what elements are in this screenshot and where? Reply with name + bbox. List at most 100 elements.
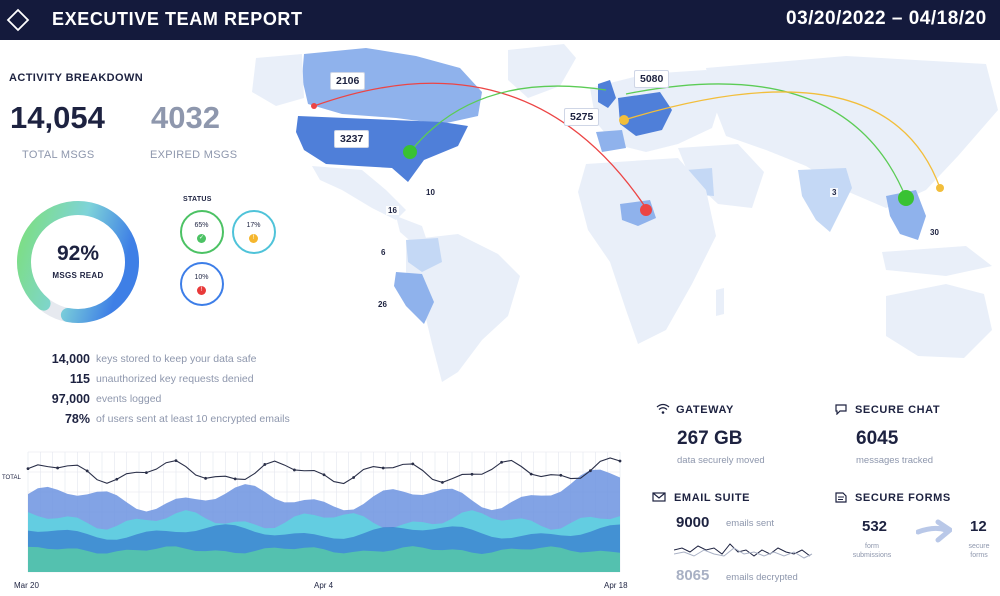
- status-circle-65[interactable]: 65% ✓: [180, 210, 224, 254]
- stream-layer-3: [28, 546, 620, 572]
- chat-bubble-icon: [835, 404, 847, 415]
- envelope-icon: [652, 492, 666, 502]
- total-line-point: [441, 481, 444, 484]
- map-label-europe[interactable]: 5275: [564, 108, 600, 126]
- total-line-point: [411, 462, 415, 466]
- map-region-australia[interactable]: [886, 284, 992, 358]
- route-arc-yellow: [623, 91, 941, 189]
- route-arc-red: [313, 82, 647, 209]
- map-region-indonesia[interactable]: [882, 246, 992, 276]
- date-range-selector[interactable]: 03/20/2022 – 04/18/20: [786, 8, 987, 29]
- gauge-label: MSGS READ: [52, 271, 104, 280]
- route-point-green-asia[interactable]: [898, 190, 914, 206]
- route-point-red[interactable]: [640, 204, 652, 216]
- world-map[interactable]: 2106 3237 5080 5275 10 16 6 26 3 30: [246, 40, 1000, 386]
- route-point-yellow-europe[interactable]: [619, 115, 629, 125]
- total-line-point: [618, 459, 622, 463]
- total-line-point: [589, 469, 592, 473]
- form-submissions-label-line2: submissions: [852, 552, 892, 559]
- map-number-26[interactable]: 26: [376, 300, 389, 309]
- stream-layers: [28, 469, 620, 572]
- total-line-point: [26, 467, 30, 471]
- total-line-point: [500, 460, 503, 464]
- emails-decrypted-label: emails decrypted: [726, 572, 798, 583]
- form-icon: [835, 492, 847, 503]
- map-number-6[interactable]: 6: [379, 248, 388, 257]
- stat-value: 14,000: [51, 352, 90, 366]
- app-title: EXECUTIVE TEAM REPORT: [52, 9, 303, 29]
- map-label-europe-north[interactable]: 5080: [634, 70, 670, 88]
- map-number-10[interactable]: 10: [424, 188, 437, 197]
- map-region-asia[interactable]: [706, 56, 998, 208]
- status-pct-65: 65%: [194, 222, 209, 229]
- map-number-3[interactable]: 3: [830, 188, 839, 197]
- gateway-title: GATEWAY: [676, 404, 734, 416]
- total-msgs-value: 14,054: [10, 100, 105, 135]
- emails-decrypted-value: 8065: [676, 567, 710, 584]
- route-point-red-small[interactable]: [311, 103, 317, 109]
- x-tick-start: Mar 20: [14, 581, 39, 590]
- map-region-uk[interactable]: [598, 80, 616, 108]
- secure-chat-title: SECURE CHAT: [855, 404, 941, 416]
- stat-desc: unauthorized key requests denied: [96, 373, 254, 385]
- map-region-south-america[interactable]: [406, 234, 520, 382]
- chart-left-label-gw: GW: [2, 546, 11, 552]
- secure-chat-sub: messages tracked: [856, 455, 934, 466]
- stat-desc: of users sent at least 10 encrypted emai…: [96, 413, 290, 425]
- status-circle-10[interactable]: 10% !: [180, 262, 224, 306]
- total-line-point: [381, 466, 385, 470]
- total-line-point: [233, 477, 237, 481]
- gateway-sub: data securely moved: [677, 455, 765, 466]
- map-label-canada[interactable]: 2106: [330, 72, 366, 90]
- expired-msgs-label: EXPIRED MSGS: [150, 149, 238, 161]
- status-circle-17[interactable]: 17% !: [232, 210, 276, 254]
- header-bar: EXECUTIVE TEAM REPORT 03/20/2022 – 04/18…: [0, 0, 1000, 40]
- total-line-point: [115, 477, 119, 481]
- error-icon: !: [197, 286, 206, 295]
- stat-desc: keys stored to keep your data safe: [96, 353, 257, 365]
- email-suite-title: EMAIL SUITE: [674, 492, 751, 504]
- total-line-point: [204, 476, 208, 480]
- route-arc-green-2: [625, 83, 907, 199]
- check-icon: ✓: [197, 234, 206, 243]
- form-submissions-label-line1: form: [865, 543, 879, 550]
- route-point-yellow-asia[interactable]: [936, 184, 944, 192]
- company-logo-icon: [6, 8, 30, 32]
- emails-sent-value: 9000: [676, 514, 710, 531]
- map-region-africa[interactable]: [578, 158, 716, 344]
- activity-breakdown-title: ACTIVITY BREAKDOWN: [9, 72, 144, 84]
- map-region-peru[interactable]: [394, 272, 434, 324]
- map-region-india[interactable]: [798, 168, 852, 232]
- total-line-point: [352, 476, 355, 479]
- map-region-greenland[interactable]: [508, 44, 576, 98]
- total-line-point: [470, 472, 474, 476]
- stat-value: 97,000: [51, 392, 90, 406]
- map-number-30[interactable]: 30: [928, 228, 941, 237]
- wifi-icon: [656, 403, 670, 414]
- map-region-southeast-asia[interactable]: [886, 190, 926, 240]
- chart-left-label-forms: FORMS: [2, 530, 21, 536]
- x-tick-mid: Apr 4: [314, 581, 334, 590]
- total-line-point: [85, 469, 89, 473]
- form-submissions-label: form submissions: [846, 542, 898, 560]
- email-sparkline: [674, 543, 813, 559]
- map-region-madagascar[interactable]: [716, 288, 724, 316]
- map-region-middle-east[interactable]: [678, 144, 764, 208]
- stat-row: 97,000 events logged: [14, 392, 344, 412]
- map-region-iberia[interactable]: [596, 130, 626, 152]
- arrow-right-icon: [916, 519, 952, 543]
- gauge-arc: [17, 201, 139, 323]
- secure-forms-title: SECURE FORMS: [855, 492, 951, 504]
- warning-icon: !: [249, 234, 258, 243]
- stat-value: 115: [69, 372, 90, 386]
- map-region-alaska[interactable]: [252, 54, 304, 106]
- map-region-colombia[interactable]: [406, 238, 442, 272]
- map-label-usa[interactable]: 3237: [334, 130, 370, 148]
- total-line-point: [529, 472, 533, 476]
- map-region-mexico[interactable]: [312, 166, 406, 220]
- activity-stream-chart: TOTAL EMAIL CHAT FORMS GW Mar 20 Apr 4 A…: [2, 451, 628, 590]
- route-point-green-usa[interactable]: [403, 145, 417, 159]
- stat-row: 14,000 keys stored to keep your data saf…: [14, 352, 344, 372]
- status-pct-17: 17%: [246, 222, 261, 229]
- map-number-16[interactable]: 16: [386, 206, 399, 215]
